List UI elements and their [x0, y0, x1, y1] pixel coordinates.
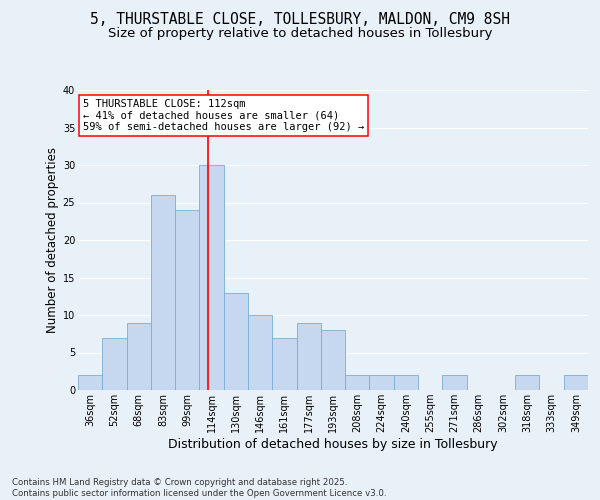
- Text: Size of property relative to detached houses in Tollesbury: Size of property relative to detached ho…: [108, 28, 492, 40]
- Bar: [102, 338, 127, 390]
- Bar: [78, 375, 102, 390]
- Bar: [564, 375, 588, 390]
- Y-axis label: Number of detached properties: Number of detached properties: [46, 147, 59, 333]
- Bar: [224, 292, 248, 390]
- Bar: [248, 315, 272, 390]
- Text: 5, THURSTABLE CLOSE, TOLLESBURY, MALDON, CM9 8SH: 5, THURSTABLE CLOSE, TOLLESBURY, MALDON,…: [90, 12, 510, 28]
- Text: Contains HM Land Registry data © Crown copyright and database right 2025.
Contai: Contains HM Land Registry data © Crown c…: [12, 478, 386, 498]
- Bar: [345, 375, 370, 390]
- Bar: [321, 330, 345, 390]
- X-axis label: Distribution of detached houses by size in Tollesbury: Distribution of detached houses by size …: [168, 438, 498, 451]
- Bar: [127, 322, 151, 390]
- Bar: [370, 375, 394, 390]
- Bar: [175, 210, 199, 390]
- Bar: [199, 165, 224, 390]
- Bar: [515, 375, 539, 390]
- Bar: [296, 322, 321, 390]
- Bar: [442, 375, 467, 390]
- Bar: [272, 338, 296, 390]
- Bar: [394, 375, 418, 390]
- Bar: [151, 195, 175, 390]
- Text: 5 THURSTABLE CLOSE: 112sqm
← 41% of detached houses are smaller (64)
59% of semi: 5 THURSTABLE CLOSE: 112sqm ← 41% of deta…: [83, 99, 364, 132]
